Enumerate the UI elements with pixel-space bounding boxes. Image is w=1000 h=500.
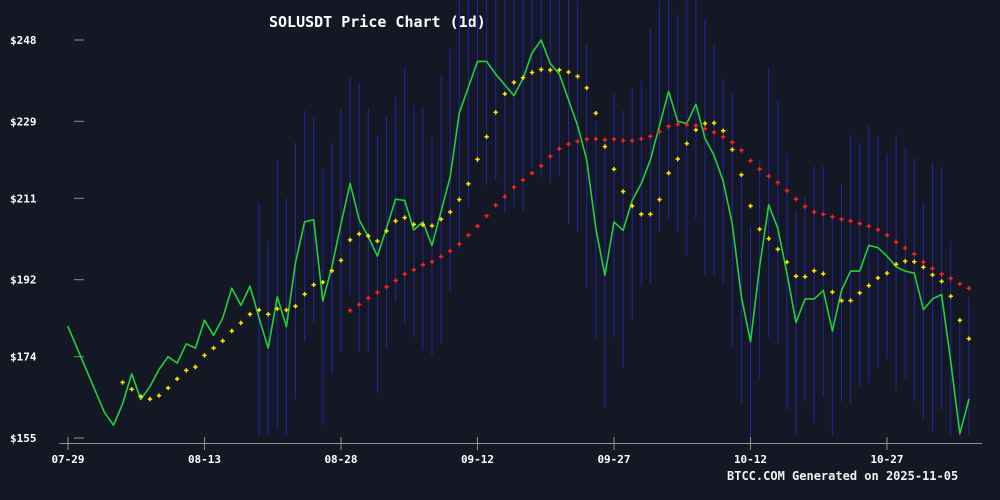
- x-tick-label: 08-28: [324, 453, 357, 466]
- ma7-dots-series: [120, 67, 972, 402]
- y-tick-label: $248: [10, 34, 37, 47]
- chart-title: SOLUSDT Price Chart (1d): [269, 13, 486, 31]
- y-axis: $248 $229 $211 $192 $174 $155: [10, 34, 84, 445]
- x-tick-label: 10-27: [870, 453, 903, 466]
- x-tick-label: 07-29: [51, 453, 84, 466]
- y-tick-label: $192: [10, 274, 37, 287]
- x-tick-label: 09-12: [461, 453, 494, 466]
- x-tick-label: 10-12: [734, 453, 767, 466]
- watermark-text: BTCC.COM Generated on 2025-11-05: [727, 469, 959, 483]
- x-tick-label: 09-27: [597, 453, 630, 466]
- y-tick-label: $229: [10, 115, 37, 128]
- x-tick-label: 08-13: [188, 453, 221, 466]
- volume-range-lines: [258, 0, 970, 436]
- y-tick-label: $174: [10, 351, 37, 364]
- ma25-dots-series: [347, 122, 972, 313]
- y-tick-label: $211: [10, 192, 37, 205]
- price-line-series: [67, 39, 970, 435]
- x-axis: 07-29 08-13 08-28 09-12 09-27 10-12 10-27: [51, 437, 982, 466]
- y-tick-label: $155: [10, 432, 37, 445]
